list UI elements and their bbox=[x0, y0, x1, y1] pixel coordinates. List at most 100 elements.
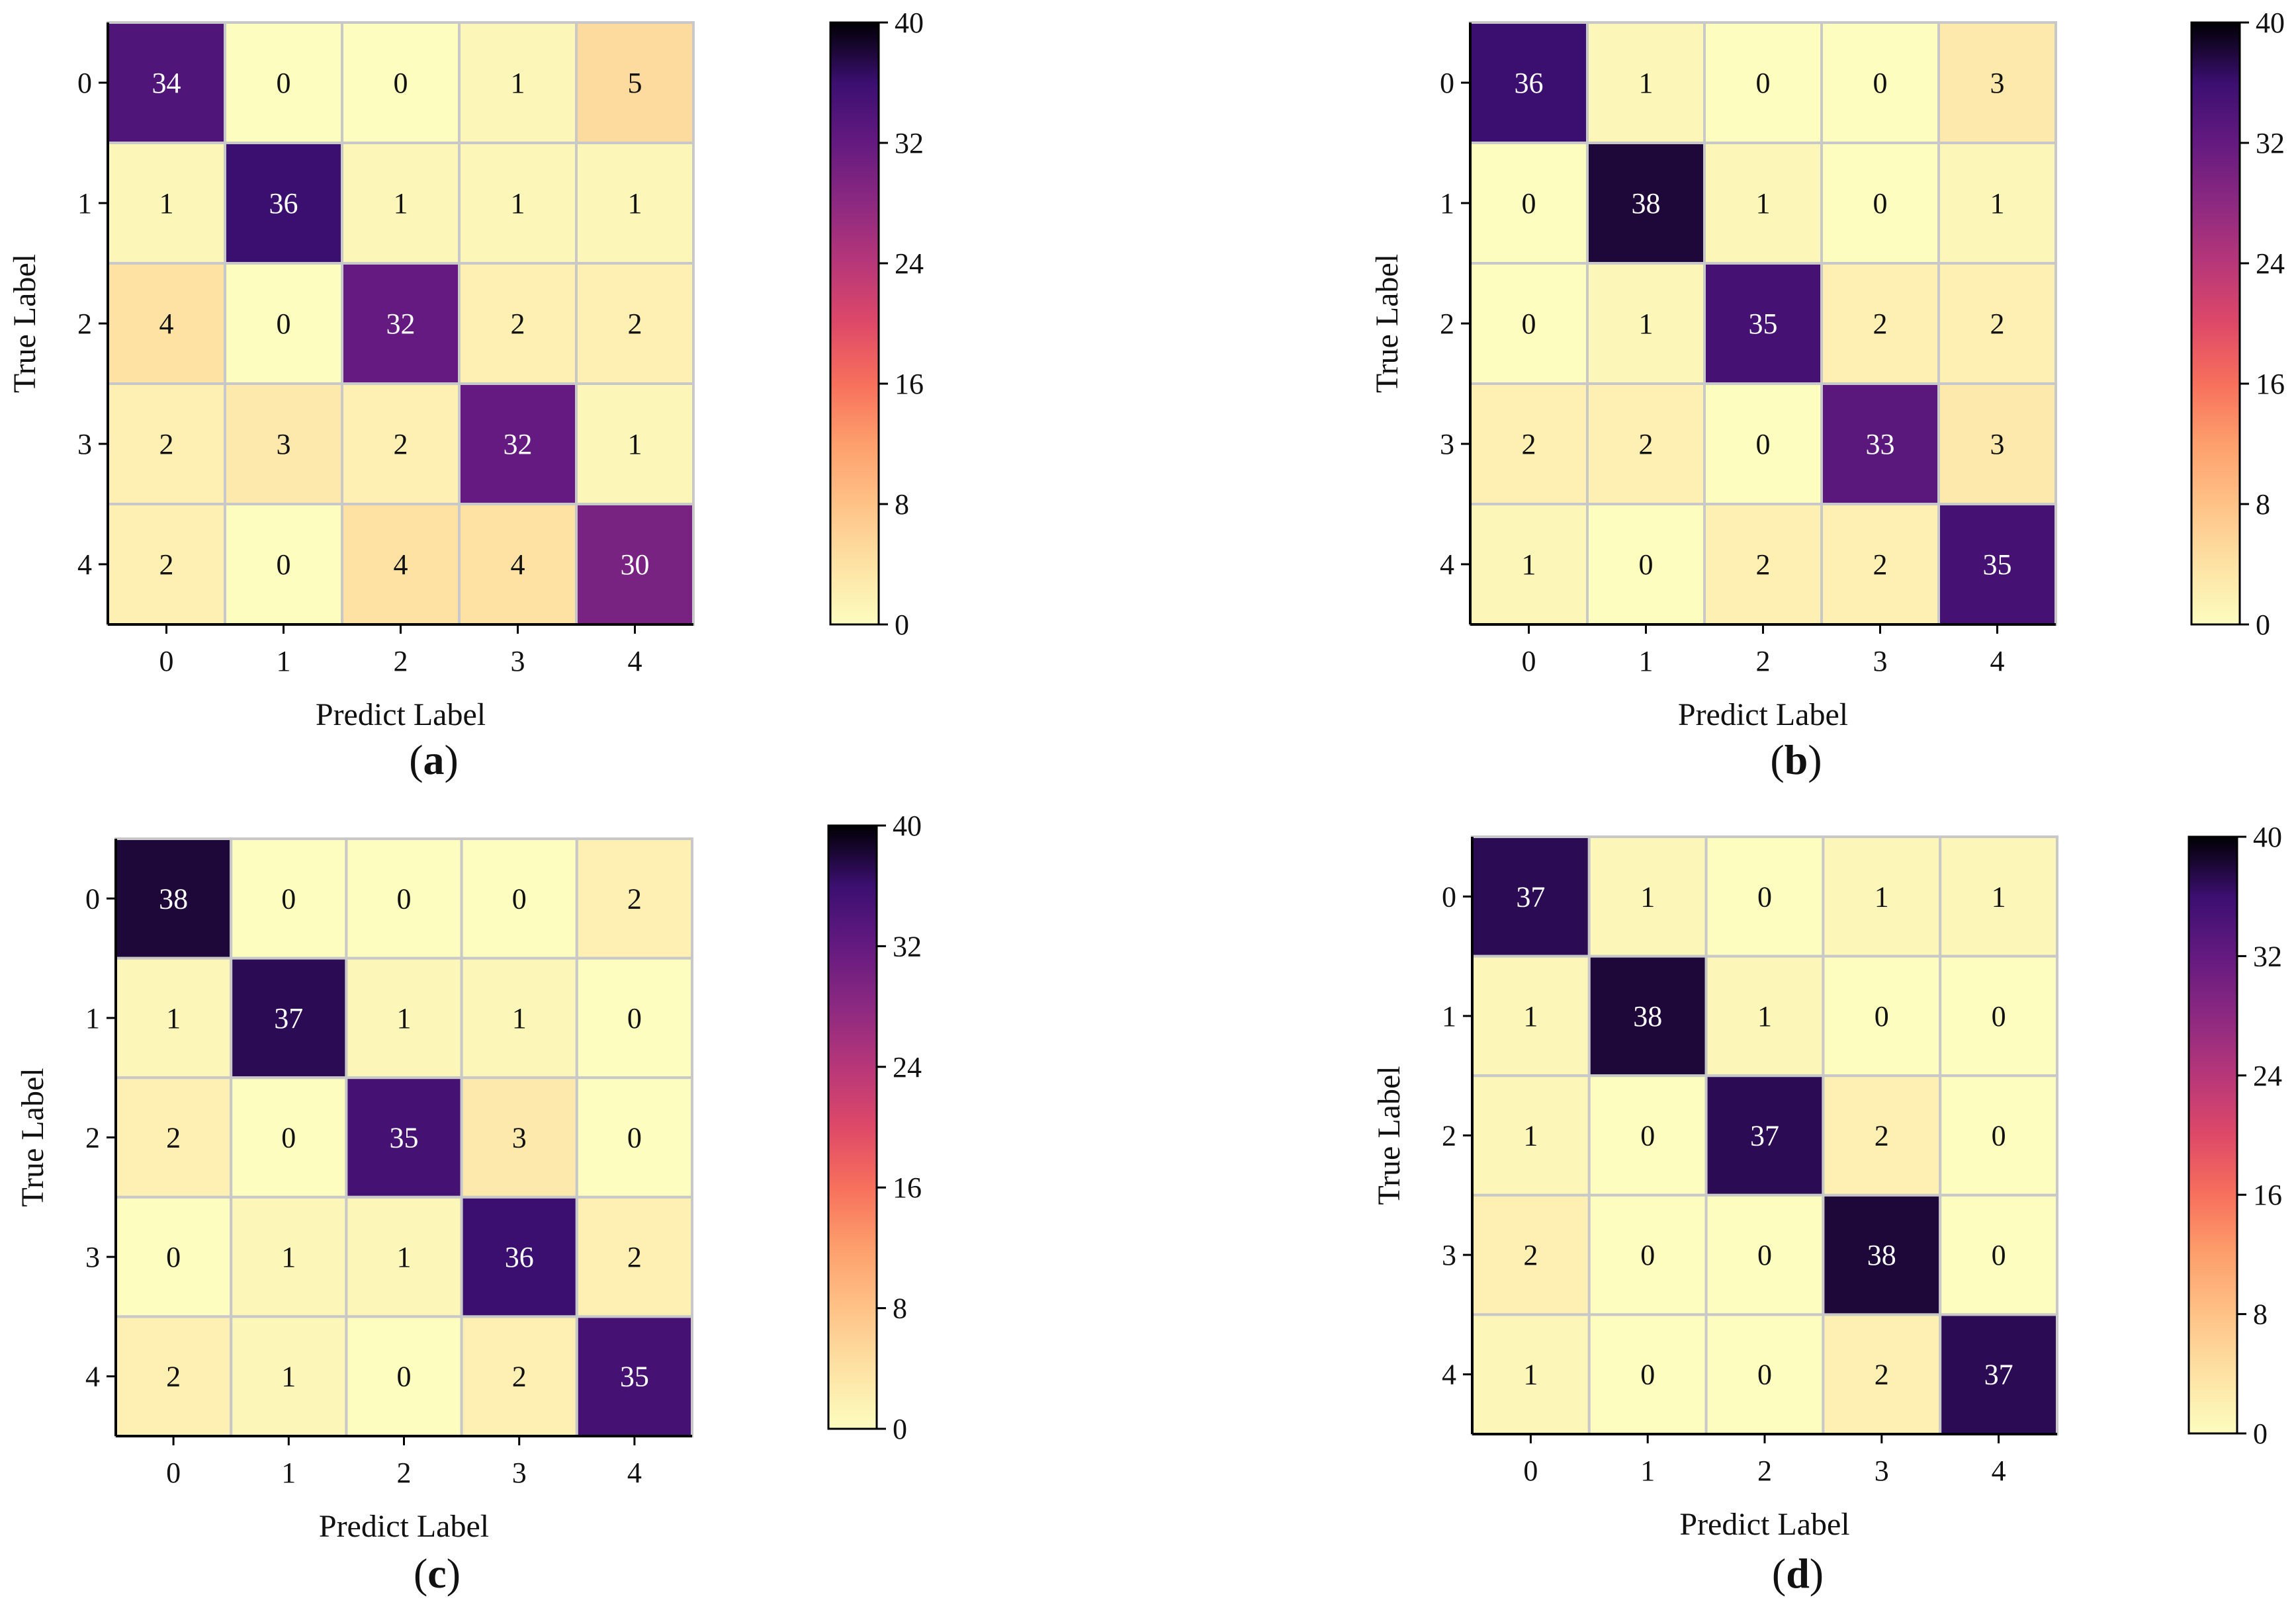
cell-value-label: 2 bbox=[627, 1241, 642, 1273]
cell-value-label: 0 bbox=[1756, 428, 1771, 460]
cell-value-label: 3 bbox=[1990, 428, 2005, 460]
cell-value-label: 0 bbox=[627, 1002, 642, 1035]
cell-value-label: 0 bbox=[277, 67, 291, 99]
cell-value-label: 1 bbox=[1756, 187, 1771, 220]
colorbar-tick-label: 16 bbox=[2253, 1179, 2282, 1211]
cell-value-label: 0 bbox=[1756, 67, 1771, 99]
heatmap-cell bbox=[575, 382, 695, 505]
cell-value-label: 1 bbox=[512, 1002, 527, 1035]
colorbar-tick-label: 0 bbox=[2253, 1418, 2268, 1450]
heatmap-cell bbox=[1586, 21, 1706, 144]
cell-value-label: 2 bbox=[628, 308, 642, 340]
cell-value-label: 4 bbox=[511, 548, 525, 581]
cell-value-label: 3 bbox=[1990, 67, 2005, 99]
cell-value-label: 1 bbox=[397, 1241, 412, 1273]
cell-value-label: 38 bbox=[1633, 1000, 1662, 1033]
cell-value-label: 2 bbox=[512, 1361, 527, 1393]
cell-value-label: 37 bbox=[274, 1002, 303, 1035]
x-tick-label: 0 bbox=[1523, 1455, 1538, 1487]
heatmap-cell bbox=[1937, 382, 2057, 505]
cell-value-label: 1 bbox=[1640, 880, 1655, 913]
x-axis-title: Predict Label bbox=[1679, 1507, 1849, 1542]
x-tick-label: 4 bbox=[628, 645, 642, 677]
y-tick-label: 4 bbox=[1442, 1359, 1456, 1391]
colorbar-tick-label: 0 bbox=[2256, 609, 2270, 641]
cell-value-label: 34 bbox=[152, 67, 181, 99]
heatmap-cell bbox=[1822, 1074, 1942, 1197]
y-tick-label: 2 bbox=[85, 1122, 100, 1154]
x-tick-label: 2 bbox=[1756, 645, 1771, 677]
heatmap-cell bbox=[1939, 1193, 2058, 1316]
cell-value-label: 0 bbox=[1640, 1359, 1655, 1391]
heatmap-cell bbox=[107, 21, 226, 144]
cell-value-label: 1 bbox=[1522, 548, 1536, 581]
cell-value-label: 2 bbox=[1756, 548, 1771, 581]
x-tick-label: 4 bbox=[1992, 1455, 2006, 1487]
cell-value-label: 2 bbox=[1875, 1359, 1889, 1391]
heatmap-cell bbox=[575, 1315, 693, 1438]
heatmap-cell bbox=[1822, 955, 1942, 1078]
y-tick-label: 0 bbox=[1440, 67, 1454, 99]
cell-value-label: 38 bbox=[1632, 187, 1661, 220]
cell-value-label: 1 bbox=[628, 187, 642, 220]
cell-value-label: 0 bbox=[1522, 187, 1536, 220]
colorbar-tick-label: 16 bbox=[895, 368, 924, 400]
x-axis-title: Predict Label bbox=[316, 697, 486, 732]
cell-value-label: 0 bbox=[281, 1122, 296, 1154]
cell-value-label: 2 bbox=[1990, 308, 2005, 340]
cell-value-label: 0 bbox=[277, 308, 291, 340]
y-tick-label: 4 bbox=[1440, 548, 1454, 581]
cell-value-label: 35 bbox=[1983, 548, 2012, 581]
cell-value-label: 37 bbox=[1750, 1120, 1779, 1152]
cell-value-label: 2 bbox=[1873, 548, 1888, 581]
colorbar-tick-label: 16 bbox=[2256, 368, 2285, 400]
heatmap-cell bbox=[1471, 1074, 1591, 1197]
cell-value-label: 0 bbox=[1873, 187, 1888, 220]
heatmap-cell bbox=[1820, 503, 1940, 626]
heatmap-cell bbox=[460, 1195, 578, 1318]
heatmap-cell bbox=[1704, 1193, 1825, 1316]
heatmap-cell bbox=[1586, 382, 1706, 505]
cell-value-label: 0 bbox=[1992, 1000, 2006, 1033]
heatmap-cell bbox=[345, 957, 463, 1080]
cell-value-label: 32 bbox=[504, 428, 533, 460]
cell-value-label: 0 bbox=[281, 882, 296, 915]
y-tick-label: 1 bbox=[85, 1002, 100, 1035]
colorbar-tick-label: 24 bbox=[2253, 1060, 2282, 1092]
x-tick-label: 3 bbox=[1873, 645, 1888, 677]
heatmap-cell bbox=[575, 142, 695, 265]
cell-value-label: 3 bbox=[512, 1122, 527, 1154]
colorbar-tick-label: 24 bbox=[893, 1051, 922, 1084]
heatmap-cell bbox=[1939, 835, 2058, 958]
y-tick-label: 4 bbox=[77, 548, 92, 581]
cell-value-label: 4 bbox=[159, 308, 174, 340]
heatmap-cell bbox=[1939, 1313, 2058, 1436]
cell-value-label: 1 bbox=[628, 428, 642, 460]
cell-value-label: 1 bbox=[1992, 880, 2006, 913]
colorbar-tick-label: 40 bbox=[895, 7, 924, 39]
colorbar-tick-label: 16 bbox=[893, 1171, 922, 1204]
x-tick-label: 0 bbox=[159, 645, 174, 677]
cell-value-label: 1 bbox=[1523, 1359, 1538, 1391]
heatmap-cell bbox=[230, 957, 348, 1080]
cell-value-label: 38 bbox=[1867, 1239, 1896, 1271]
colorbar bbox=[2190, 21, 2241, 626]
cell-value-label: 0 bbox=[394, 67, 408, 99]
heatmap-cell bbox=[575, 837, 693, 960]
y-tick-label: 1 bbox=[1440, 187, 1454, 220]
heatmap-cell bbox=[1704, 955, 1825, 1078]
heatmap-cell bbox=[1586, 503, 1706, 626]
heatmap-cell bbox=[1939, 955, 2058, 1078]
cell-value-label: 0 bbox=[627, 1122, 642, 1154]
colorbar-tick-label: 8 bbox=[895, 488, 909, 521]
colorbar-tick-label: 24 bbox=[895, 247, 924, 280]
panel-caption: (b) bbox=[1770, 736, 1822, 783]
colorbar bbox=[827, 824, 878, 1430]
x-tick-label: 0 bbox=[166, 1457, 181, 1489]
y-tick-label: 0 bbox=[85, 882, 100, 915]
heatmap-cell bbox=[1820, 262, 1940, 385]
cell-value-label: 33 bbox=[1866, 428, 1895, 460]
cell-value-label: 0 bbox=[1873, 67, 1888, 99]
heatmap-cell bbox=[1937, 503, 2057, 626]
